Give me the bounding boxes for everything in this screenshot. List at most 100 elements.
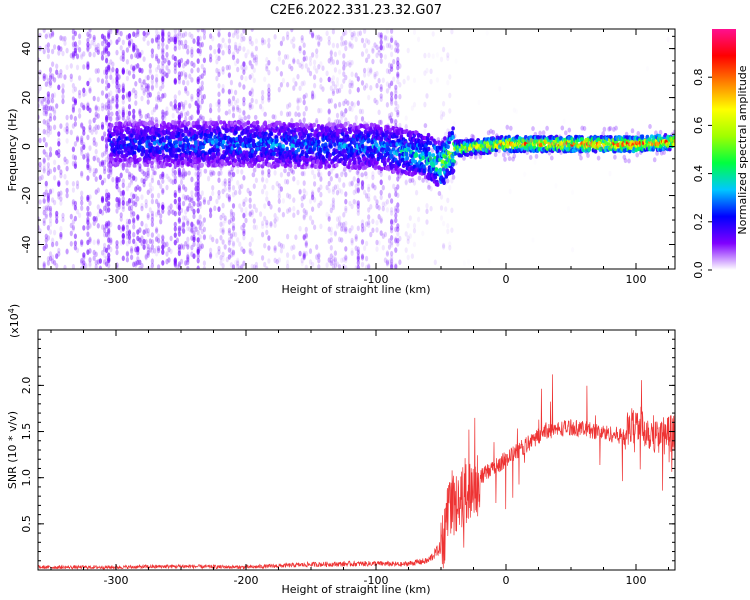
heatmap-cell [165,162,169,167]
heatmap-cell [338,177,342,183]
heatmap-cell [288,163,293,168]
heatmap-cell [73,115,77,122]
heatmap-cell [439,56,444,63]
heatmap-cell [252,77,256,84]
heatmap-cell [229,252,233,258]
heatmap-cell [96,113,100,119]
heatmap-cell [234,231,238,238]
heatmap-cell [105,116,109,123]
heatmap-cell [100,40,105,47]
heatmap-cell [236,180,240,186]
heatmap-cell [103,252,107,259]
heatmap-cell [356,210,360,216]
heatmap-cell [367,196,371,202]
heatmap-cell [119,45,123,51]
heatmap-cell [196,175,200,181]
heatmap-cell [179,258,184,265]
heatmap-cell [608,171,611,177]
heatmap-cell [53,44,57,50]
heatmap-cell [92,40,96,47]
heatmap-cell [250,63,254,70]
heatmap-cell [86,239,90,246]
heatmap-cell [369,204,373,210]
heatmap-cell [84,263,88,269]
heatmap-cell [150,217,154,223]
heatmap-cell [325,184,329,191]
heatmap-cell [140,262,144,269]
heatmap-cell [311,90,315,96]
heatmap-cell [354,236,358,242]
heatmap-cell [387,238,392,244]
heatmap-cell [394,238,398,244]
heatmap-cell [263,261,267,268]
heatmap-cell [286,192,290,199]
heatmap-cell [317,139,321,145]
heatmap-cell [363,189,367,196]
heatmap-cell [94,189,98,195]
heatmap-cell [381,201,385,208]
heatmap-cell [111,66,115,73]
heatmap-cell [71,226,75,232]
heatmap-cell [248,35,252,42]
heatmap-cell [304,211,308,217]
heatmap-cell [119,216,123,222]
heatmap-cell [136,229,140,235]
heatmap-cell [142,30,146,37]
heatmap-cell [186,80,190,86]
heatmap-cell [196,182,200,188]
heatmap-cell [59,123,63,129]
heatmap-cell [261,188,265,195]
heatmap-cell [46,105,51,112]
heatmap-cell [86,80,90,87]
heatmap-cell [315,34,319,41]
heatmap-cell [227,197,231,203]
heatmap-cell [352,30,356,37]
heatmap-cell [173,104,177,110]
heatmap-cell [338,50,342,56]
heatmap-cell [342,256,346,263]
heatmap-cell [48,151,53,157]
heatmap-cell [245,157,250,162]
heatmap-cell [252,224,256,230]
heatmap-cell [173,239,177,246]
heatmap-cell [250,263,254,269]
heatmap-cell [225,45,229,51]
heatmap-cell [71,123,75,129]
heatmap-cell [279,242,283,249]
heatmap-cell [290,29,294,33]
heatmap-cell [161,111,165,118]
heatmap-cell [365,264,369,269]
heatmap-cell [412,101,417,108]
heatmap-cell [229,236,233,243]
heatmap-cell [269,221,273,227]
heatmap-cell [396,48,400,54]
heatmap-cell [396,192,400,199]
heatmap-cell [75,180,80,186]
heatmap-cell [394,236,398,242]
heatmap-cell [44,189,48,195]
heatmap-cell [136,196,140,202]
heatmap-cell [48,255,53,262]
heatmap-cell [377,32,381,38]
heatmap-cell [302,208,306,214]
heatmap-cell [105,247,109,254]
heatmap-cell [78,89,82,96]
heatmap-cell [142,79,146,85]
heatmap-cell [73,163,77,169]
heatmap-cell [132,217,136,223]
heatmap-cell [57,73,61,79]
heatmap-cell [192,213,196,220]
heatmap-cell [331,200,335,206]
heatmap-cell [250,86,254,93]
heatmap-cell [329,49,333,55]
heatmap-cell [261,170,265,177]
heatmap-cell [442,100,446,107]
heatmap-cell [231,191,236,198]
heatmap-cell [109,239,113,245]
heatmap-cell [88,223,92,229]
heatmap-cell [385,88,389,94]
heatmap-cell [373,97,377,104]
heatmap-cell [196,219,200,226]
heatmap-cell [329,207,333,214]
heatmap-cell [329,56,333,62]
